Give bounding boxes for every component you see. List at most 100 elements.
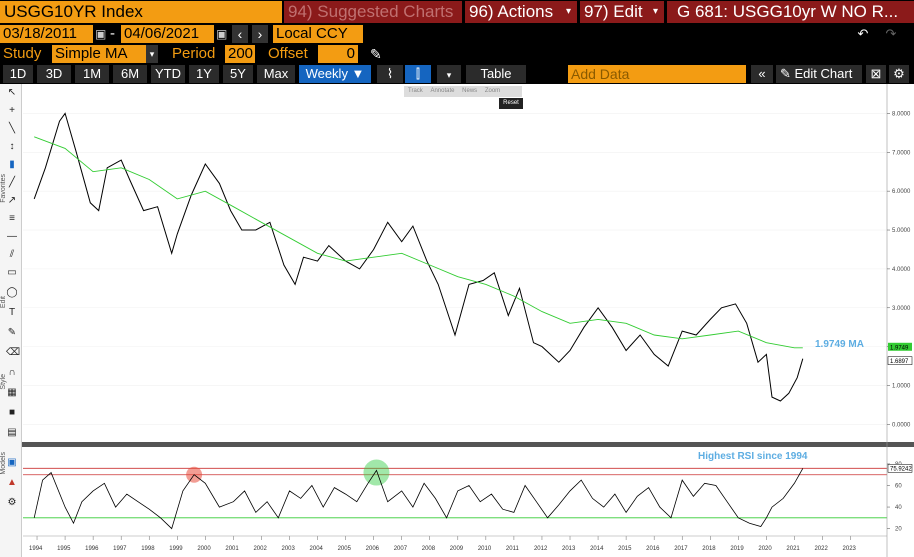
rsi-annotation: Highest RSI since 1994 xyxy=(698,451,808,462)
end-date-field[interactable]: 04/06/2021 xyxy=(121,25,214,43)
x-tick-label: 2010 xyxy=(478,546,492,552)
period-6m-label: 6M xyxy=(120,66,140,81)
edit-menu[interactable]: 97) Edit ▾ xyxy=(580,1,664,23)
ohlc-chart-button[interactable]: ⫿ xyxy=(405,65,431,83)
table-button[interactable]: Table xyxy=(466,65,526,83)
edit-chart-button[interactable]: ✎ Edit Chart xyxy=(776,65,862,83)
chart-canvas[interactable]: 1994 1995 1996 1997 1998 1999 2000 2001 2002 2003… xyxy=(7,84,914,557)
grid-tool-icon[interactable]: ▦ xyxy=(7,387,17,398)
x-tick-label: 2023 xyxy=(843,546,857,552)
period-1m-button[interactable]: 1M xyxy=(75,65,109,83)
ticker-field[interactable]: USGG10YR Index xyxy=(0,1,282,23)
chart-name[interactable]: G 681: USGG10yr W NO R... xyxy=(667,1,914,23)
tool-annotate[interactable]: Annotate xyxy=(430,88,455,94)
period-field[interactable]: 200 xyxy=(225,45,255,63)
chart-type-dropdown[interactable]: ▾ xyxy=(437,65,461,83)
channel-icon[interactable]: ⫽ xyxy=(9,249,15,260)
edit-label: 97) Edit xyxy=(584,2,643,21)
panel-divider[interactable] xyxy=(7,442,914,447)
magnet-icon[interactable]: ∩ xyxy=(8,367,16,378)
currency-field[interactable]: Local CCY xyxy=(273,25,363,43)
chart-area[interactable]: 1994 1995 1996 1997 1998 1999 2000 2001 2002 2003… xyxy=(7,84,914,557)
period-3d-button[interactable]: 3D xyxy=(37,65,71,83)
chart-background xyxy=(7,84,914,557)
study-select[interactable]: Simple MA ▾ xyxy=(52,45,158,63)
line-chart-button[interactable]: ⌇ xyxy=(377,65,403,83)
x-tick-label: 1994 xyxy=(29,546,43,552)
eraser-icon[interactable]: ⌫ xyxy=(6,347,21,358)
period-ytd-label: YTD xyxy=(155,66,181,81)
crosshair-icon[interactable]: + xyxy=(9,105,15,116)
ma-value-box xyxy=(888,342,912,351)
x-tick-label: 2012 xyxy=(534,546,548,552)
undo-button[interactable]: ↶ xyxy=(852,25,874,43)
grid xyxy=(23,113,887,425)
hline-icon[interactable]: — xyxy=(7,231,17,242)
layers-icon[interactable]: ▤ xyxy=(7,427,17,438)
gear-button[interactable]: ⚙ xyxy=(889,65,909,83)
period-label: Period xyxy=(172,45,216,62)
rect-icon[interactable]: ▭ xyxy=(7,267,17,278)
ohlc-bars-icon: ⫿ xyxy=(415,66,421,81)
range-dash: - xyxy=(110,25,115,42)
collapse-button[interactable]: « xyxy=(751,65,773,83)
tool-zoom[interactable]: Zoom xyxy=(484,88,501,94)
text-icon[interactable]: T xyxy=(8,307,16,318)
chevron-left-icon: ‹ xyxy=(237,26,243,42)
rsi-panel[interactable] xyxy=(23,459,887,530)
brush-icon[interactable]: ✎ xyxy=(7,327,17,338)
line-chart-icon: ⌇ xyxy=(386,66,394,81)
start-date-field[interactable]: 03/18/2011 xyxy=(0,25,93,43)
x-tick-label: 2004 xyxy=(310,546,324,552)
line-tool-icon[interactable]: ╱ xyxy=(8,177,16,188)
period-ytd-button[interactable]: YTD xyxy=(151,65,185,83)
ticker-text: USGG10YR Index xyxy=(4,2,143,21)
y-tick-label: 5.0000 xyxy=(892,228,911,234)
color-icon[interactable]: ■ xyxy=(8,407,16,418)
pencil-icon[interactable]: ✎ xyxy=(370,46,382,62)
ellipse-icon[interactable]: ◯ xyxy=(6,287,18,298)
period-max-label: Max xyxy=(263,66,289,81)
model-icon[interactable]: ▣ xyxy=(7,457,17,468)
add-data-input[interactable]: Add Data xyxy=(568,65,746,83)
x-tick-label: 2019 xyxy=(730,546,744,552)
calendar-icon[interactable]: ▣ xyxy=(216,27,228,41)
suggested-charts-button[interactable]: 94) Suggested Charts xyxy=(284,1,462,23)
period-6m-button[interactable]: 6M xyxy=(113,65,147,83)
period-1y-label: 1Y xyxy=(196,66,212,81)
tool-track[interactable]: Track xyxy=(408,88,423,94)
prev-period-button[interactable]: ‹ xyxy=(232,25,248,43)
redo-button[interactable]: ↷ xyxy=(880,25,902,43)
x-tick-label: 2001 xyxy=(225,546,239,552)
trend-icon[interactable]: ╲ xyxy=(8,123,16,134)
period-1y-button[interactable]: 1Y xyxy=(189,65,219,83)
actions-menu[interactable]: 96) Actions ▾ xyxy=(465,1,577,23)
x-tick-label: 2000 xyxy=(197,546,211,552)
price-panel[interactable] xyxy=(33,112,804,402)
style-side-label: Style xyxy=(0,374,7,390)
period-1d-button[interactable]: 1D xyxy=(3,65,33,83)
offset-value: 0 xyxy=(346,45,355,62)
arrow-icon[interactable]: ↗ xyxy=(7,195,17,206)
reset-button[interactable]: Reset xyxy=(499,98,523,109)
period-max-button[interactable]: Max xyxy=(257,65,295,83)
edit-box-icon: ⊠ xyxy=(870,66,882,81)
calendar-icon[interactable]: ▣ xyxy=(95,27,107,41)
currency-text: Local CCY xyxy=(276,25,348,42)
y-tick-label: 0.0000 xyxy=(892,422,911,428)
y-tick-label: 8.0000 xyxy=(892,111,911,117)
frequency-select[interactable]: Weekly ▼ xyxy=(299,65,371,83)
study-icon[interactable]: ▲ xyxy=(7,477,17,488)
pan-icon[interactable]: ↕ xyxy=(9,141,15,152)
cursor-icon[interactable]: ↖ xyxy=(7,87,17,98)
tool-news[interactable]: News xyxy=(462,88,478,94)
offset-field[interactable]: 0 xyxy=(318,45,358,63)
fib-icon[interactable]: ≡ xyxy=(9,213,15,224)
rsi-value-label: 75.9242 xyxy=(890,466,912,472)
bar-icon[interactable]: ▮ xyxy=(9,159,15,170)
period-5y-button[interactable]: 5Y xyxy=(223,65,253,83)
period-1m-label: 1M xyxy=(82,66,102,81)
settings-button[interactable]: ⊠ xyxy=(866,65,886,83)
gear-icon[interactable]: ⚙ xyxy=(7,497,17,508)
next-period-button[interactable]: › xyxy=(252,25,268,43)
